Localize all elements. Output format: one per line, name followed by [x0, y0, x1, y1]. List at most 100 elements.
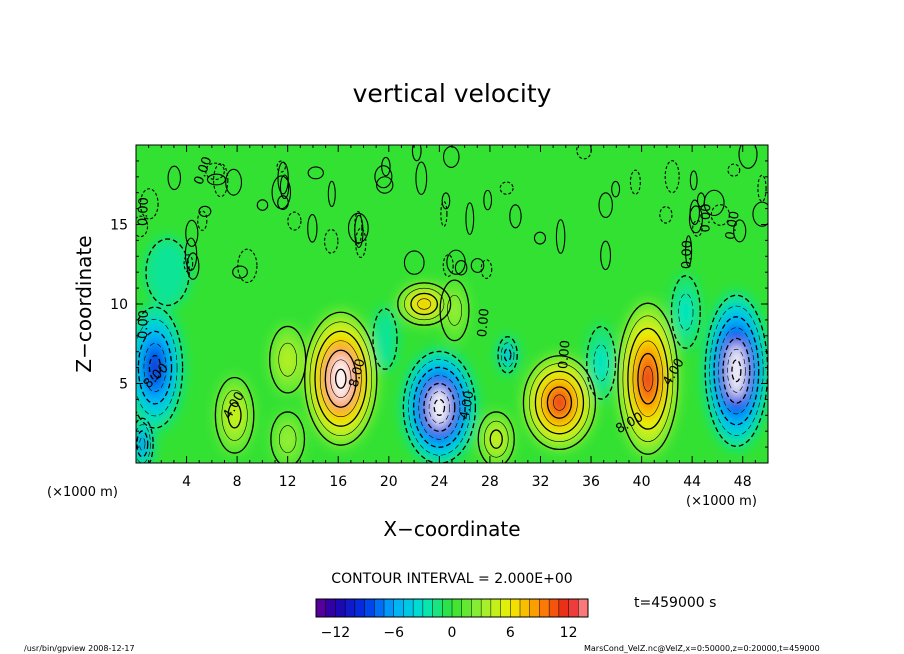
noise-contour-12: [733, 219, 747, 243]
contour-3-3: [632, 340, 664, 417]
x-tick-label: 28: [481, 474, 499, 490]
velocity-cell-17-level-1: [278, 342, 298, 378]
noise-contour-64: [499, 181, 514, 195]
noise-contour-62: [470, 258, 485, 273]
velocity-cell-0-peak: [331, 354, 351, 404]
colorbar-segment: [393, 599, 404, 617]
contour-4-6: [731, 359, 742, 383]
contour-5-1: [136, 318, 178, 417]
noise-contour-36: [403, 250, 425, 275]
x-unit-left: (×1000 m): [47, 485, 118, 500]
x-tick-label: 20: [380, 474, 398, 490]
contour-10-2: [410, 292, 439, 316]
colorbar-frame: [315, 598, 589, 618]
contour-1-1: [408, 359, 471, 456]
contour-0-2: [314, 330, 368, 427]
colorbar-segment: [452, 599, 463, 617]
contour-2-2: [534, 370, 585, 435]
noise-contour-60: [692, 219, 703, 237]
contour-label-4: 0.00: [556, 339, 573, 369]
contour-2-0: [522, 355, 597, 451]
contour-13-1: [447, 294, 463, 326]
velocity-cell-14-level-0: [372, 307, 398, 371]
x-unit-right: (×1000 m): [686, 494, 757, 509]
noise-contour-18: [136, 215, 149, 238]
contour-1-5: [428, 391, 450, 424]
contour-7-1: [221, 389, 248, 441]
contour-0-3: [319, 340, 362, 418]
contour-16-0: [145, 238, 190, 307]
velocity-cell-9-level-2: [489, 429, 503, 449]
colorbar-segment: [432, 599, 443, 617]
contour-6-0: [136, 417, 154, 463]
contour-2-3: [541, 378, 578, 427]
noise-contour-45: [287, 211, 302, 231]
contour-11-0: [497, 336, 518, 374]
contour-label-12: 0.00: [698, 203, 714, 232]
x-tick-label: 32: [532, 474, 550, 490]
velocity-cell-4-peak: [728, 342, 745, 399]
contour-4-4: [722, 337, 751, 404]
noise-contour-63: [324, 228, 339, 254]
contour-7-0: [214, 376, 255, 454]
x-tick-label: 8: [233, 474, 242, 490]
contour-layer: [136, 145, 768, 463]
colorbar-segment: [539, 599, 550, 617]
colorbar-tick-label: 0: [448, 625, 457, 641]
noise-contour-43: [381, 156, 391, 177]
contour-0-6: [334, 368, 347, 389]
contour-9-0: [477, 411, 515, 463]
colorbar-segment: [510, 599, 521, 617]
x-tick-label: 44: [683, 474, 701, 490]
colorbar: [315, 598, 589, 618]
x-tick-label: 40: [633, 474, 651, 490]
noise-contour-49: [307, 213, 318, 243]
velocity-cell-7-level-2: [227, 402, 242, 429]
contour-label-8: 0.00: [136, 310, 152, 339]
noise-contour-22: [276, 160, 286, 173]
colorbar-segment: [500, 599, 511, 617]
noise-contour-21: [225, 168, 243, 196]
chart-title: vertical velocity: [353, 79, 552, 108]
colorbar-segment: [461, 599, 472, 617]
contour-15-0: [670, 275, 701, 349]
velocity-cell-12-level-1: [593, 343, 609, 382]
noise-contour-54: [629, 169, 641, 195]
contour-11-2: [503, 348, 512, 362]
colorbar-segment: [325, 599, 336, 617]
x-tick-label: 24: [430, 474, 448, 490]
contour-0-0: [304, 311, 378, 446]
noise-contour-24: [442, 254, 454, 277]
contour-4-3: [718, 327, 755, 415]
contour-7-2: [227, 402, 242, 429]
colorbar-segment: [490, 599, 501, 617]
y-tick-label: 15: [110, 218, 128, 234]
noise-contour-66: [185, 219, 199, 247]
noise-contour-41: [454, 259, 468, 276]
noise-contour-26: [232, 265, 248, 279]
contour-14-0: [372, 308, 398, 370]
contour-12-0: [586, 325, 617, 400]
y-tick-label: 10: [110, 297, 128, 313]
y-tick-label: 5: [119, 377, 128, 393]
velocity-cell-6-level-3: [139, 437, 146, 451]
noise-contour-32: [465, 202, 475, 235]
colorbar-segment: [549, 599, 560, 617]
contour-3-2: [627, 327, 669, 430]
contour-3-5: [642, 365, 654, 392]
colorbar-segment: [316, 599, 327, 617]
colorbar-tick-label: −12: [321, 625, 351, 641]
noise-contour-68: [664, 160, 680, 194]
noise-contour-16: [480, 259, 493, 279]
contour-label-1: 8.00: [347, 357, 369, 389]
contour-10-0: [397, 282, 452, 326]
colorbar-segment: [520, 599, 531, 617]
noise-contour-51: [727, 163, 741, 177]
contour-10-1: [404, 287, 445, 321]
noise-contour-14: [600, 240, 612, 271]
colorbar-segment: [374, 599, 385, 617]
x-axis-ticks: 4 8 12 16 20 24 28 32 36 40 44 48: [135, 145, 769, 490]
noise-contour-50: [271, 175, 292, 210]
noise-contour-20: [205, 162, 225, 181]
